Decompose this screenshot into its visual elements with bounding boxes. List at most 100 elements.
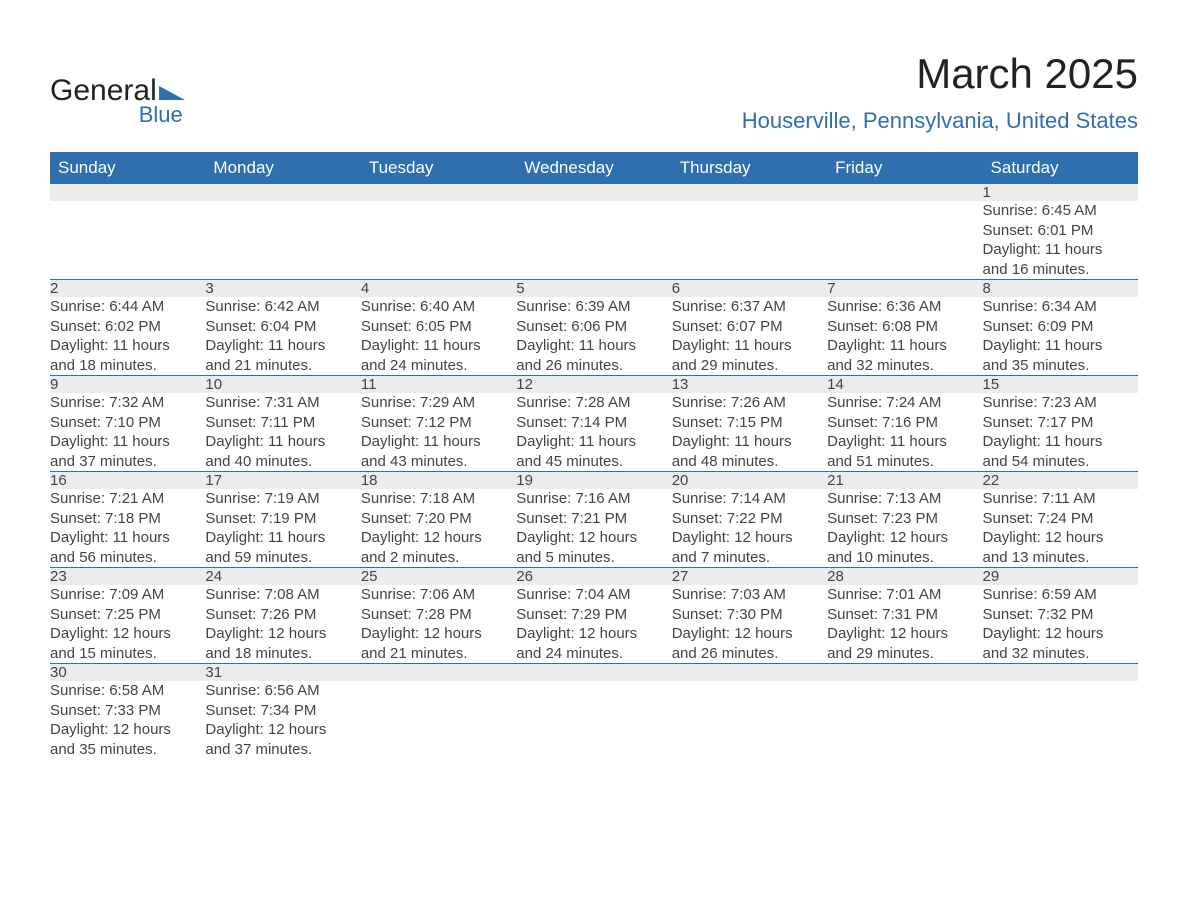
day-info-line: Sunset: 7:10 PM: [50, 413, 205, 433]
day-info-line: Sunrise: 7:13 AM: [827, 489, 982, 509]
logo: General Blue: [50, 76, 185, 126]
day-info-line: Daylight: 12 hours: [50, 720, 205, 740]
day-number: 9: [50, 376, 205, 394]
day-data-row: Sunrise: 7:21 AMSunset: 7:18 PMDaylight:…: [50, 489, 1138, 568]
day-number-row: 23242526272829: [50, 568, 1138, 586]
day-info-line: and 40 minutes.: [205, 452, 360, 472]
day-info-line: Sunset: 7:32 PM: [983, 605, 1138, 625]
day-info-line: Sunrise: 7:03 AM: [672, 585, 827, 605]
day-info-line: and 45 minutes.: [516, 452, 671, 472]
day-cell: [205, 201, 360, 280]
day-cell: Sunrise: 7:11 AMSunset: 7:24 PMDaylight:…: [983, 489, 1138, 568]
day-cell: Sunrise: 6:56 AMSunset: 7:34 PMDaylight:…: [205, 681, 360, 759]
day-cell: Sunrise: 6:34 AMSunset: 6:09 PMDaylight:…: [983, 297, 1138, 376]
day-info-line: and 16 minutes.: [983, 260, 1138, 280]
day-info-line: and 37 minutes.: [50, 452, 205, 472]
day-info-line: Sunrise: 6:40 AM: [361, 297, 516, 317]
day-info-line: and 21 minutes.: [361, 644, 516, 664]
day-info-line: Sunset: 7:22 PM: [672, 509, 827, 529]
day-number: 4: [361, 280, 516, 298]
day-info-line: Daylight: 11 hours: [516, 336, 671, 356]
day-info-line: Daylight: 12 hours: [983, 624, 1138, 644]
day-info-line: Sunrise: 7:16 AM: [516, 489, 671, 509]
day-cell: [516, 681, 671, 759]
day-info-line: Sunrise: 6:39 AM: [516, 297, 671, 317]
day-info-line: Daylight: 11 hours: [827, 432, 982, 452]
day-info-line: and 35 minutes.: [50, 740, 205, 760]
day-number: 7: [827, 280, 982, 298]
day-number: 3: [205, 280, 360, 298]
day-info-line: Daylight: 12 hours: [672, 624, 827, 644]
day-number: 17: [205, 472, 360, 490]
day-number: 6: [672, 280, 827, 298]
day-number: 19: [516, 472, 671, 490]
day-cell: [361, 681, 516, 759]
day-cell: Sunrise: 7:31 AMSunset: 7:11 PMDaylight:…: [205, 393, 360, 472]
day-info-line: Sunrise: 7:14 AM: [672, 489, 827, 509]
day-info-line: and 35 minutes.: [983, 356, 1138, 376]
day-number: 24: [205, 568, 360, 586]
day-cell: Sunrise: 7:28 AMSunset: 7:14 PMDaylight:…: [516, 393, 671, 472]
day-info-line: Sunset: 7:33 PM: [50, 701, 205, 721]
day-cell: Sunrise: 7:16 AMSunset: 7:21 PMDaylight:…: [516, 489, 671, 568]
day-info-line: Sunrise: 6:42 AM: [205, 297, 360, 317]
day-number: [516, 664, 671, 682]
day-number: [672, 184, 827, 201]
day-info-line: Sunrise: 7:04 AM: [516, 585, 671, 605]
day-cell: Sunrise: 6:40 AMSunset: 6:05 PMDaylight:…: [361, 297, 516, 376]
day-info-line: Sunrise: 7:18 AM: [361, 489, 516, 509]
day-number: 31: [205, 664, 360, 682]
day-info-line: Sunrise: 6:37 AM: [672, 297, 827, 317]
day-info-line: Daylight: 12 hours: [205, 720, 360, 740]
day-info-line: Sunrise: 6:56 AM: [205, 681, 360, 701]
day-number: [983, 664, 1138, 682]
day-info-line: and 13 minutes.: [983, 548, 1138, 568]
day-info-line: and 48 minutes.: [672, 452, 827, 472]
day-cell: Sunrise: 7:19 AMSunset: 7:19 PMDaylight:…: [205, 489, 360, 568]
day-info-line: Sunset: 7:16 PM: [827, 413, 982, 433]
day-info-line: and 43 minutes.: [361, 452, 516, 472]
day-info-line: and 56 minutes.: [50, 548, 205, 568]
day-info-line: Daylight: 11 hours: [50, 528, 205, 548]
day-data-row: Sunrise: 7:09 AMSunset: 7:25 PMDaylight:…: [50, 585, 1138, 664]
day-number: [827, 664, 982, 682]
day-info-line: Sunrise: 6:45 AM: [983, 201, 1138, 221]
day-info-line: and 26 minutes.: [672, 644, 827, 664]
day-info-line: Sunset: 7:14 PM: [516, 413, 671, 433]
day-info-line: Sunrise: 7:28 AM: [516, 393, 671, 413]
day-info-line: Daylight: 12 hours: [50, 624, 205, 644]
day-info-line: and 5 minutes.: [516, 548, 671, 568]
day-info-line: and 10 minutes.: [827, 548, 982, 568]
day-info-line: Sunrise: 7:23 AM: [983, 393, 1138, 413]
day-cell: Sunrise: 6:44 AMSunset: 6:02 PMDaylight:…: [50, 297, 205, 376]
day-info-line: Daylight: 12 hours: [205, 624, 360, 644]
day-info-line: Sunset: 7:15 PM: [672, 413, 827, 433]
day-cell: Sunrise: 6:45 AMSunset: 6:01 PMDaylight:…: [983, 201, 1138, 280]
day-info-line: Daylight: 11 hours: [983, 240, 1138, 260]
day-cell: Sunrise: 7:08 AMSunset: 7:26 PMDaylight:…: [205, 585, 360, 664]
day-info-line: Sunset: 7:28 PM: [361, 605, 516, 625]
weekday-header-row: Sunday Monday Tuesday Wednesday Thursday…: [50, 152, 1138, 184]
day-info-line: Sunset: 7:17 PM: [983, 413, 1138, 433]
day-number: 20: [672, 472, 827, 490]
day-number: [50, 184, 205, 201]
day-cell: Sunrise: 7:09 AMSunset: 7:25 PMDaylight:…: [50, 585, 205, 664]
day-info-line: Sunset: 7:34 PM: [205, 701, 360, 721]
day-cell: Sunrise: 7:03 AMSunset: 7:30 PMDaylight:…: [672, 585, 827, 664]
day-info-line: Daylight: 12 hours: [516, 624, 671, 644]
day-info-line: Daylight: 11 hours: [983, 336, 1138, 356]
day-info-line: and 54 minutes.: [983, 452, 1138, 472]
day-info-line: and 18 minutes.: [205, 644, 360, 664]
day-number: 27: [672, 568, 827, 586]
day-info-line: Sunrise: 7:24 AM: [827, 393, 982, 413]
day-cell: [672, 681, 827, 759]
day-cell: Sunrise: 6:59 AMSunset: 7:32 PMDaylight:…: [983, 585, 1138, 664]
day-info-line: Daylight: 11 hours: [672, 336, 827, 356]
day-cell: Sunrise: 7:01 AMSunset: 7:31 PMDaylight:…: [827, 585, 982, 664]
day-data-row: Sunrise: 6:44 AMSunset: 6:02 PMDaylight:…: [50, 297, 1138, 376]
day-info-line: Daylight: 12 hours: [361, 528, 516, 548]
day-info-line: Sunrise: 7:31 AM: [205, 393, 360, 413]
day-info-line: Sunrise: 7:19 AM: [205, 489, 360, 509]
day-info-line: and 32 minutes.: [983, 644, 1138, 664]
day-cell: Sunrise: 6:58 AMSunset: 7:33 PMDaylight:…: [50, 681, 205, 759]
